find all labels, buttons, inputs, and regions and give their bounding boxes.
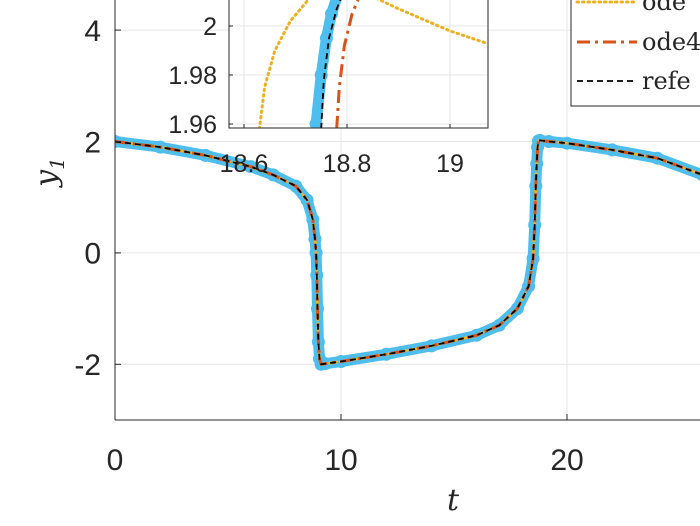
inset-plot-background — [229, 0, 488, 128]
inset-y-tick-label: 2 — [203, 13, 217, 41]
inset-series-line-3 — [320, 0, 342, 128]
inset-axes: 18.6 18.8 19 1.96 1.98 2 — [168, 0, 489, 178]
main-ticks — [114, 29, 568, 420]
y-axis-label-subscript: 1 — [45, 157, 69, 170]
y-axis-label: y1 — [29, 157, 69, 189]
inset-x-tick-label: 18.6 — [220, 150, 269, 178]
y-axis-label-main: y — [29, 169, 64, 189]
inset-series-line-1 — [258, 0, 488, 128]
main-y-tick-label: 4 — [84, 15, 101, 48]
main-x-tick-label: 10 — [324, 444, 357, 477]
inset-frame — [228, 0, 489, 129]
main-x-tick-label: 0 — [107, 444, 124, 477]
legend-label-2: ode4 — [642, 28, 700, 56]
inset-series — [258, 0, 488, 128]
inset-series-line-2 — [335, 0, 360, 128]
main-y-tick-label: 2 — [84, 126, 101, 159]
inset-series-line-0 — [310, 0, 342, 128]
inset-x-tick-label: 18.8 — [323, 150, 372, 178]
inset-tick-labels: 18.6 18.8 19 1.96 1.98 2 — [168, 13, 464, 178]
legend-items: ode ode4 refe — [575, 0, 700, 95]
inset-series-0-point-1 — [314, 68, 328, 82]
inset-x-tick-label: 19 — [436, 150, 464, 178]
main-series — [115, 133, 700, 371]
inset-y-tick-label: 1.96 — [168, 111, 217, 139]
legend-box — [570, 0, 700, 107]
main-series-line-2 — [115, 138, 700, 366]
x-axis-label: t — [447, 483, 460, 518]
legend: ode ode4 refe — [570, 0, 700, 107]
legend-label-1: ode — [642, 0, 686, 16]
main-x-tick-label: 20 — [550, 444, 583, 477]
legend-label-3: refe — [642, 67, 691, 95]
main-y-tick-label: 0 — [84, 238, 101, 271]
inset-y-tick-label: 1.98 — [168, 62, 217, 90]
inset-grid — [229, 0, 488, 128]
main-y-tick-label: -2 — [74, 349, 101, 382]
main-tick-labels: 0 10 20 -2 0 2 4 — [74, 15, 583, 477]
inset-ticks — [229, 25, 451, 128]
